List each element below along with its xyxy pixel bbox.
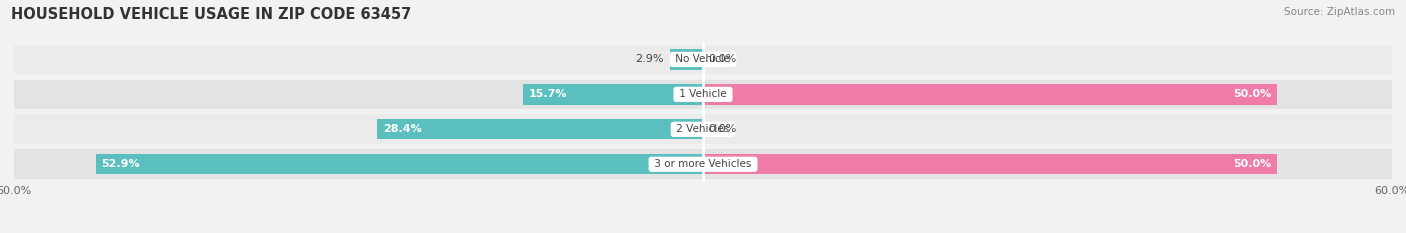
Text: No Vehicle: No Vehicle [672,55,734,64]
Text: 1 Vehicle: 1 Vehicle [676,89,730,99]
Text: Source: ZipAtlas.com: Source: ZipAtlas.com [1284,7,1395,17]
Bar [96,154,703,174]
Bar [14,79,1392,109]
Bar [14,45,1392,74]
Bar [14,114,1392,144]
Bar [703,84,1277,105]
Text: 0.0%: 0.0% [709,124,737,134]
Bar [669,49,703,69]
Bar [523,84,703,105]
Text: 52.9%: 52.9% [101,159,141,169]
Bar [377,119,703,139]
Text: HOUSEHOLD VEHICLE USAGE IN ZIP CODE 63457: HOUSEHOLD VEHICLE USAGE IN ZIP CODE 6345… [11,7,412,22]
Bar [14,149,1392,179]
Text: 2 Vehicles: 2 Vehicles [673,124,733,134]
Bar [703,154,1277,174]
Text: 50.0%: 50.0% [1233,159,1271,169]
Text: 15.7%: 15.7% [529,89,567,99]
Text: 3 or more Vehicles: 3 or more Vehicles [651,159,755,169]
Text: 50.0%: 50.0% [1233,89,1271,99]
Text: 28.4%: 28.4% [382,124,422,134]
Text: 0.0%: 0.0% [709,55,737,64]
Text: 2.9%: 2.9% [636,55,664,64]
